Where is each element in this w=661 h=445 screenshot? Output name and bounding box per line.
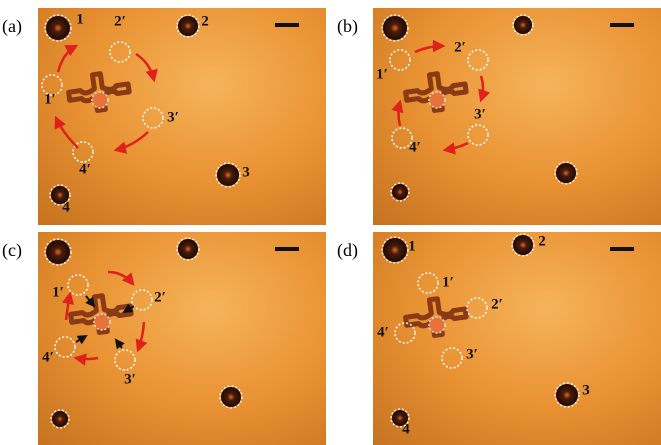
micrograph [38,8,326,225]
marker-label: 3′ [124,371,136,387]
core [92,92,108,108]
marker-label: 4′ [42,349,54,365]
panel-label: (d) [337,240,358,261]
marker-label: 4′ [409,139,421,155]
marker-label: 2′ [491,296,503,312]
panel-label: (a) [2,16,22,37]
panel: 1 2 3 4 1′ 2′ 3′ 4′ [373,232,661,445]
marker-label: 3′ [466,346,478,362]
marker-label: 1′ [376,66,388,82]
motion-arrow [76,358,98,359]
panel: 1′ 2′ 3′ 4′ [373,8,661,225]
scale-bar [275,247,299,251]
marker-label: 3′ [167,109,179,125]
particle [46,240,70,264]
particle [383,238,407,262]
marker-label: 1′ [442,274,454,290]
marker-label: 4′ [79,161,91,177]
marker-label: 1′ [44,91,56,107]
scale-bar [610,247,634,251]
scale-bar [275,23,299,27]
particle [46,16,70,40]
marker-label: 2 [201,13,209,29]
marker-label: 1′ [52,284,64,300]
panel: 1 2 3 4 1′ 2′ 3′ 4′ [38,8,326,225]
particle [392,184,408,200]
particle [52,411,68,427]
micrograph [373,8,661,225]
particle [221,387,241,407]
particle [178,16,198,36]
marker-label: 2′ [114,13,126,29]
marker-label: 4 [62,199,70,215]
particle [556,384,578,406]
figure: 1 2 3 4 1′ 2′ 3′ 4′ (a) 1′ 2′ 3′ 4′ (b) 1′ 2′ 3′ 4′ (c) 1 2 3… [0,0,661,445]
marker-label: 3 [582,382,590,398]
marker-label: 3 [242,164,250,180]
marker-label: 2 [538,233,546,249]
marker-label: 4 [402,421,410,437]
particle [217,164,239,186]
panel-label: (b) [337,16,358,37]
marker-label: 3′ [474,106,486,122]
panel-label: (c) [2,240,22,261]
scale-bar [610,23,634,27]
particle [514,16,532,34]
panel: 1′ 2′ 3′ 4′ [38,232,326,445]
core [429,92,445,108]
marker-label: 1 [408,238,416,254]
core [94,314,110,330]
core [429,317,445,333]
particle [383,16,407,40]
particle [513,235,533,255]
marker-label: 2′ [454,39,466,55]
particle [556,163,576,183]
micrograph [373,232,661,445]
marker-label: 2′ [154,289,166,305]
marker-label: 1 [76,11,84,27]
particle [178,239,198,259]
marker-label: 4′ [377,324,389,340]
